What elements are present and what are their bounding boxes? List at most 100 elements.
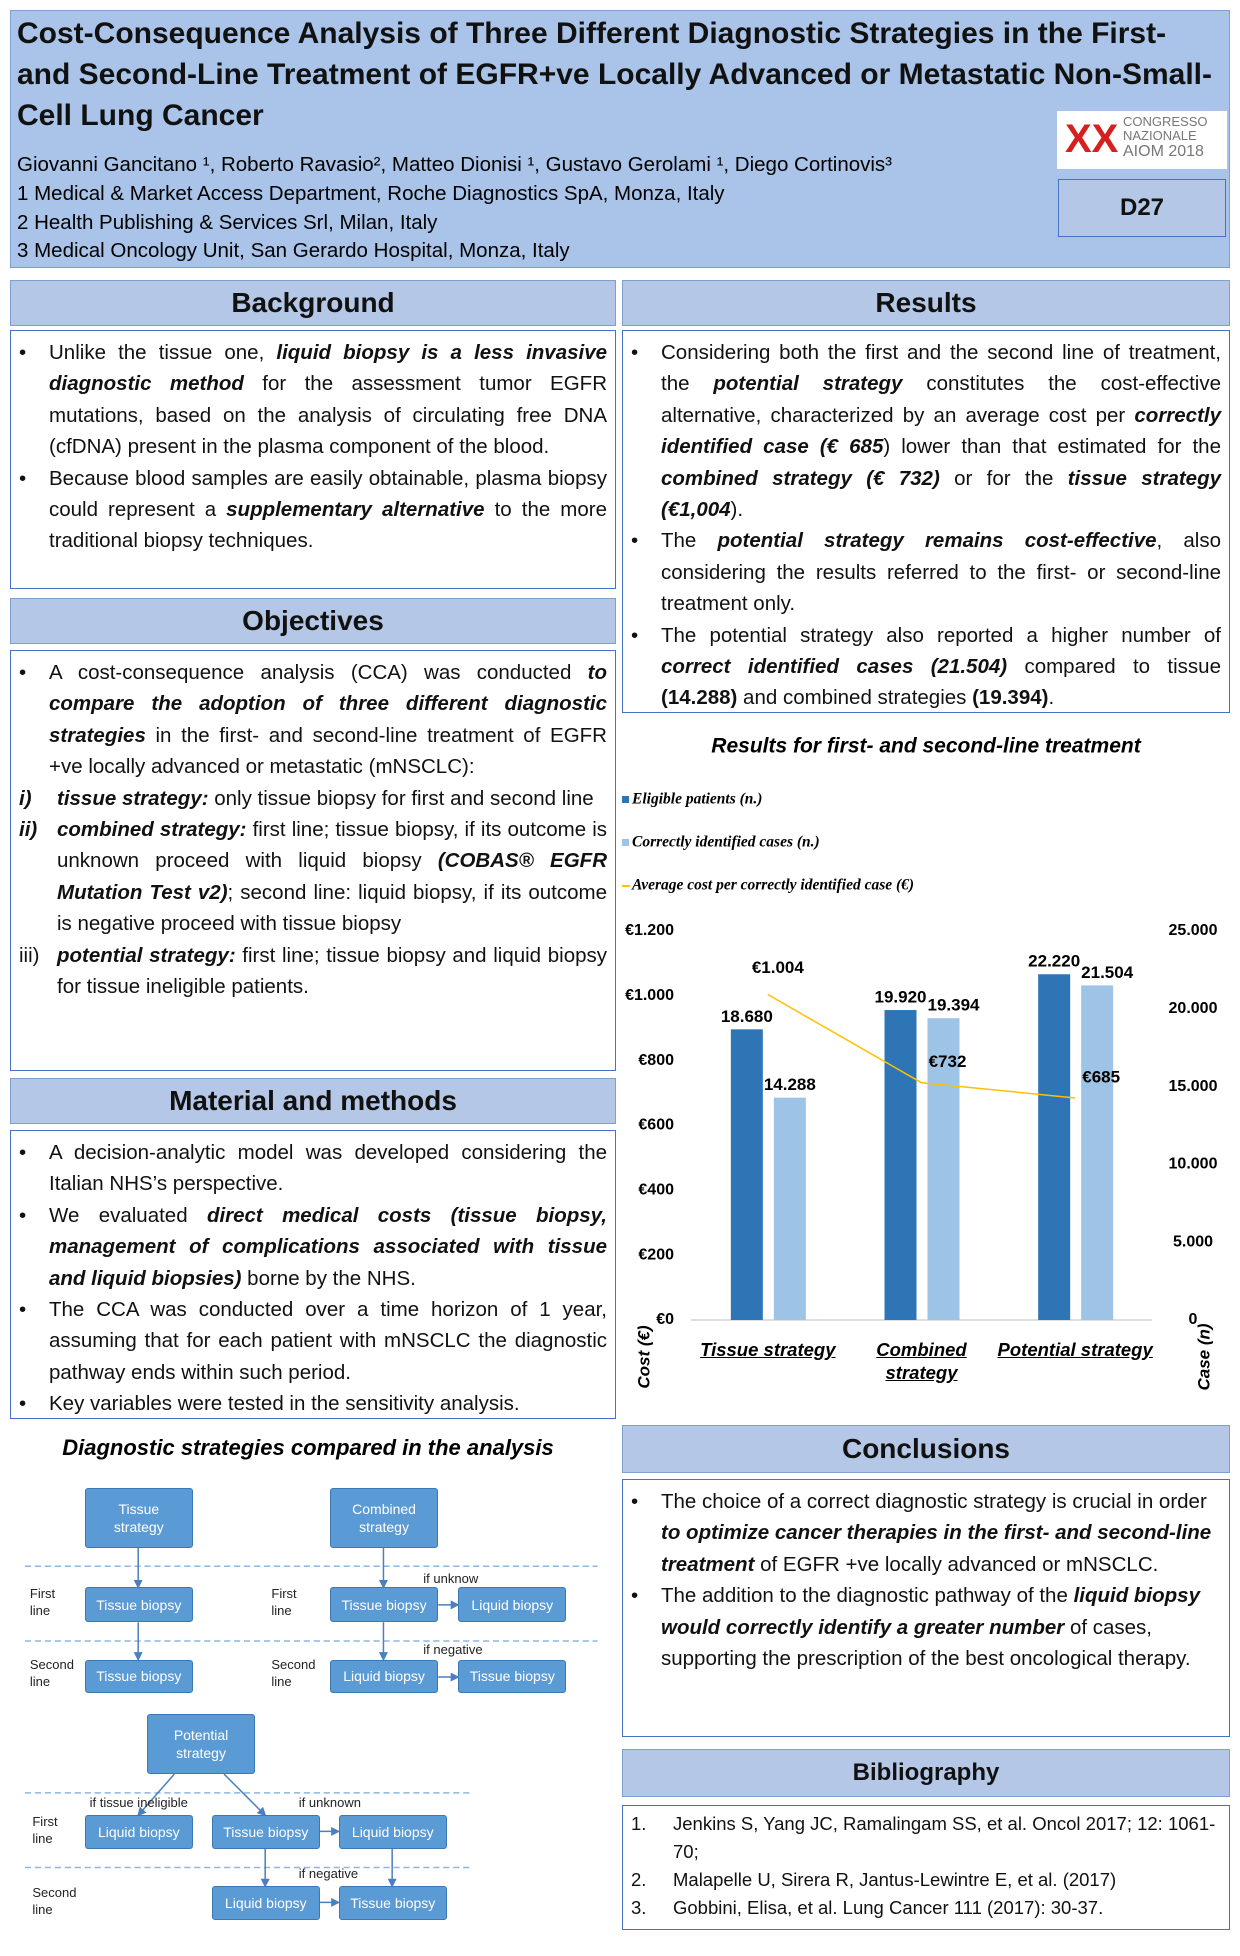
text-run: combined strategy (€ 732) xyxy=(661,466,940,490)
text-run: , also considering the results referred … xyxy=(661,529,1221,616)
text-run: A decision-analytic model was developed … xyxy=(49,1141,607,1196)
bar-value-label: 18.680 xyxy=(721,1007,773,1026)
text-run: and combined strategies xyxy=(737,686,973,710)
list-item: i) tissue strategy: only tissue biopsy fo… xyxy=(19,783,607,814)
list-item: • The potential strategy remains cost-eff… xyxy=(631,525,1221,619)
edge-label: if negative xyxy=(423,1641,483,1657)
bar xyxy=(773,1097,806,1320)
diagram-node: Tissue strategy xyxy=(84,1487,193,1548)
logo-numeral: XX xyxy=(1065,117,1119,161)
text-run: . xyxy=(1048,686,1055,710)
bullet: • xyxy=(19,1141,27,1164)
text-run: direct medical costs (tissue biopsy, man… xyxy=(49,1203,608,1290)
text-run: potential strategy remains cost-effectiv… xyxy=(717,529,1157,553)
text-run: to the more traditional biopsy technique… xyxy=(49,498,607,553)
text-run: potential strategy: xyxy=(57,943,236,967)
item-marker: iii) xyxy=(19,943,40,967)
item-text: tissue strategy: only tissue biopsy for … xyxy=(57,783,594,814)
reference-number: 3. xyxy=(631,1897,647,1918)
row-label: First line xyxy=(29,1585,56,1618)
item-text: Considering both the first and the secon… xyxy=(661,337,1221,525)
list-item: ii) combined strategy: first line; tissue… xyxy=(19,814,607,940)
bar xyxy=(884,1010,917,1320)
text-run: (19.394) xyxy=(972,686,1049,710)
line-value-label: €1.004 xyxy=(752,958,805,977)
row-label: Second line xyxy=(29,1656,74,1689)
item-text: A cost-consequence analysis (CCA) was co… xyxy=(49,657,607,783)
bullet: • xyxy=(631,1584,639,1608)
line-value-label: €732 xyxy=(929,1052,967,1071)
text-run: The CCA was conducted over a time horizo… xyxy=(49,1298,607,1384)
section-body: • A cost-consequence analysis (CCA) was c… xyxy=(10,650,616,1071)
bar-value-label: 21.504 xyxy=(1081,963,1134,982)
y-tick-label: €1.200 xyxy=(625,922,674,939)
diagram-node: Liquid biopsy xyxy=(338,1815,447,1849)
text-run: (COBAS® EGFR Mutation Test v2) xyxy=(57,849,607,904)
y2-tick-label: 5.000 xyxy=(1173,1233,1213,1250)
reference-text: Jenkins S, Yang JC, Ramalingam SS, et al… xyxy=(673,1813,1216,1862)
legend-label: Average cost per correctly identified ca… xyxy=(631,877,914,894)
row-label: First line xyxy=(271,1585,297,1618)
text-run: in the first- and second-line treatment … xyxy=(49,723,607,779)
diagram-node: Tissue biopsy xyxy=(211,1815,320,1849)
section-heading: Conclusions xyxy=(622,1425,1230,1473)
bullet: • xyxy=(19,466,27,490)
text-run: ) lower than that estimated for the xyxy=(883,435,1221,459)
list-item: • Considering both the first and the seco… xyxy=(631,337,1221,525)
text-run: first line; tissue biopsy and liquid bio… xyxy=(57,943,607,999)
text-run: tissue strategy (€1,004 xyxy=(661,466,1222,522)
text-run: Considering both the first and the secon… xyxy=(661,341,1221,396)
text-run: to optimize cancer therapies in the firs… xyxy=(661,1521,1212,1576)
item-text: Key variables were tested in the sensiti… xyxy=(49,1388,520,1419)
item-marker: ii) xyxy=(19,818,38,842)
text-run: for the assessment tumor EGFR mutations,… xyxy=(49,372,607,459)
reference-text: Gobbini, Elisa, et al. Lung Cancer 111 (… xyxy=(673,1897,1104,1918)
list-item: • The addition to the diagnostic pathway … xyxy=(631,1580,1221,1674)
text-run: correct identified cases (21.504) xyxy=(661,655,1008,679)
bar-value-label: 22.220 xyxy=(1028,952,1080,971)
item-text: potential strategy: first line; tissue b… xyxy=(57,940,607,1003)
bullet: • xyxy=(19,1298,27,1322)
affiliation: 3 Medical Oncology Unit, San Gerardo Hos… xyxy=(17,239,570,262)
item-text: Unlike the tissue one, liquid biopsy is … xyxy=(49,337,607,463)
y-tick-label: €1.000 xyxy=(625,987,674,1004)
section-body: • A decision-analytic model was developed… xyxy=(10,1130,616,1419)
bar xyxy=(1081,985,1114,1320)
text-run: Key variables were tested in the sensiti… xyxy=(49,1392,520,1416)
line-series xyxy=(767,993,1076,1099)
edge-label: if negative xyxy=(298,1865,359,1881)
bibliography-list: 1. Jenkins S, Yang JC, Ramalingam SS, et … xyxy=(622,1805,1230,1930)
chart: Results for first- and second-line treat… xyxy=(622,735,1218,1391)
text-run: We evaluated xyxy=(49,1203,207,1227)
item-text: combined strategy: first line; tissue bi… xyxy=(57,814,607,940)
list-item: • Key variables were tested in the sensit… xyxy=(19,1388,607,1419)
affiliations: 1 Medical & Market Access Department, Ro… xyxy=(17,180,725,266)
list-item: • The potential strategy also reported a … xyxy=(631,620,1221,714)
list-item: • The CCA was conducted over a time horiz… xyxy=(19,1294,607,1388)
diagram-node: Tissue biopsy xyxy=(458,1659,567,1694)
text-run: The choice of a correct diagnostic strat… xyxy=(661,1490,1207,1513)
y-axis-label: Cost (€) xyxy=(634,1325,653,1389)
x-tick-label: Potential strategy xyxy=(997,1339,1153,1360)
legend-label: Correctly identified cases (n.) xyxy=(632,834,820,851)
y-tick-label: €0 xyxy=(656,1311,674,1328)
edge-label: if unknown xyxy=(298,1795,361,1811)
y-tick-label: €200 xyxy=(638,1246,674,1263)
bar xyxy=(927,1018,960,1320)
row-label: Second line xyxy=(271,1656,316,1689)
item-text: The CCA was conducted over a time horizo… xyxy=(49,1294,607,1388)
logo-text: AIOM 2018 xyxy=(1123,143,1204,160)
reference-number: 1. xyxy=(631,1813,647,1834)
section-heading: Results xyxy=(622,280,1230,326)
bullet: • xyxy=(19,341,27,364)
x-tick-label: Tissue strategy xyxy=(700,1339,836,1360)
poster-code: D27 xyxy=(1058,179,1226,237)
logo-text: CONGRESSO xyxy=(1123,114,1208,129)
y2-tick-label: 15.000 xyxy=(1169,1078,1218,1095)
list-item: • A decision-analytic model was developed… xyxy=(19,1137,607,1200)
list-item: • Because blood samples are easily obtain… xyxy=(19,463,607,557)
diagram-node: Liquid biopsy xyxy=(458,1587,567,1623)
diagram-node: Tissue biopsy xyxy=(329,1587,439,1623)
